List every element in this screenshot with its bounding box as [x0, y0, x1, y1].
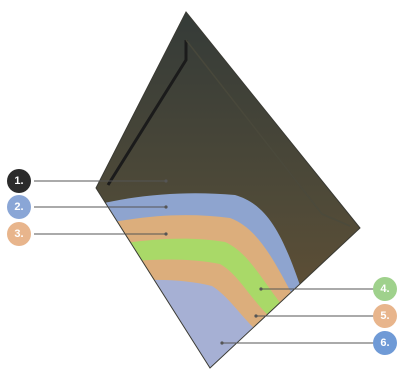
leader-dot-6	[220, 341, 224, 345]
layer-badge-1: 1.	[7, 169, 31, 193]
left-bevel-edge	[106, 40, 188, 186]
layer-6-body	[96, 279, 360, 368]
leader-lines	[34, 180, 374, 344]
layer-badge-6: 6.	[373, 331, 397, 355]
layer-badge-5: 5.	[373, 304, 397, 328]
layer-badge-2: 2.	[7, 195, 31, 219]
leader-dot-2	[164, 205, 168, 209]
right-bevel-edge	[185, 39, 351, 227]
layer-badge-3: 3.	[7, 222, 31, 246]
leader-dot-4	[259, 287, 263, 291]
leader-dots	[164, 179, 263, 345]
leader-dot-5	[254, 314, 258, 318]
diamond-outline	[95, 11, 361, 369]
leader-dot-1	[164, 179, 168, 183]
layer-badge-4: 4.	[373, 277, 397, 301]
leader-dot-3	[164, 232, 168, 236]
